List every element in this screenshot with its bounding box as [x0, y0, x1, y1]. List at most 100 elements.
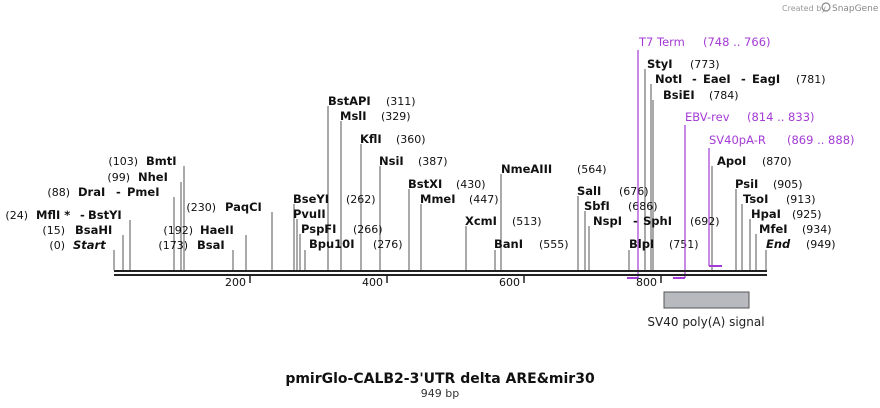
- site-name-eaei: EaeI: [703, 72, 731, 86]
- site-name-pvuii: PvuII: [293, 207, 326, 221]
- site-name-haeii: HaeII: [200, 223, 234, 237]
- site-pos: (751): [669, 238, 699, 251]
- site-pos: (676): [619, 185, 649, 198]
- site-name-bpu10i: Bpu10I: [309, 237, 354, 251]
- site-name-msli: MslI: [340, 109, 367, 123]
- site-name-eagi: EagI: [752, 72, 780, 86]
- site-name-start: Start: [73, 238, 106, 252]
- tick-label: 600: [499, 276, 520, 289]
- site-name-noti: NotI: [655, 72, 682, 86]
- map-title: pmirGlo-CALB2-3'UTR delta ARE&mir30: [285, 371, 595, 387]
- separator: -: [633, 214, 638, 228]
- site-pos: (173): [158, 239, 188, 252]
- site-pos: (192): [163, 224, 193, 237]
- site-labels: (0) Start (15) BsaHI (24) MflI * - BstYI…: [5, 57, 835, 252]
- site-name-end: End: [766, 237, 791, 251]
- site-name-mfli: MflI *: [36, 208, 70, 222]
- site-pos: (773): [690, 58, 720, 71]
- site-name-bstxi: BstXI: [408, 177, 442, 191]
- primer-features: T7 Term (748 .. 766) EBV-rev (814 .. 833…: [627, 35, 855, 279]
- site-leaders: [113, 69, 767, 270]
- site-pos: (311): [386, 95, 416, 108]
- feature-box: [663, 291, 750, 309]
- separator: -: [741, 72, 746, 86]
- site-name-paqci: PaqCI: [225, 200, 262, 214]
- site-pos: (266): [353, 223, 383, 236]
- site-name-bsiei: BsiEI: [663, 88, 695, 102]
- feature-name-sv40pa-r: SV40pA-R: [709, 133, 766, 147]
- site-name-kfli: KflI: [360, 132, 382, 146]
- site-pos: (103): [108, 155, 138, 168]
- site-pos: (276): [373, 238, 403, 251]
- site-pos: (949): [806, 238, 836, 251]
- site-pos: (230): [186, 201, 216, 214]
- site-name-bsahi: BsaHI: [75, 223, 112, 237]
- site-pos: (913): [786, 193, 816, 206]
- sequence-length: 949 bp: [421, 387, 459, 400]
- site-name-sbfi: SbfI: [584, 199, 610, 213]
- site-name-pmei: PmeI: [127, 185, 160, 199]
- site-pos: (555): [539, 238, 569, 251]
- site-pos: (905): [773, 178, 803, 191]
- site-pos: (934): [802, 223, 832, 236]
- feature-range: (869 .. 888): [787, 133, 855, 147]
- site-name-xcmi: XcmI: [465, 214, 497, 228]
- tick-label: 200: [225, 276, 246, 289]
- site-pos: (88): [47, 186, 70, 199]
- site-name-nhei: NheI: [138, 170, 168, 184]
- site-name-tsoi: TsoI: [743, 192, 768, 206]
- site-pos: (564): [577, 163, 607, 176]
- site-name-sphi: SphI: [643, 214, 672, 228]
- site-pos: (513): [512, 215, 542, 228]
- site-name-bseyi: BseYI: [293, 192, 329, 206]
- site-pos: (15): [42, 224, 65, 237]
- site-name-blpi: BlpI: [629, 237, 654, 251]
- feature-name-t7-term: T7 Term: [638, 35, 685, 49]
- brand-text: SnapGene: [832, 4, 879, 14]
- tick-label: 800: [636, 276, 657, 289]
- separator: -: [116, 185, 121, 199]
- site-pos: (99): [107, 171, 130, 184]
- site-name-nmeaiii: NmeAIII: [501, 162, 552, 176]
- site-pos: (262): [346, 193, 376, 206]
- separator: -: [692, 72, 697, 86]
- site-pos: (0): [49, 239, 65, 252]
- site-name-bstyi: BstYI: [88, 208, 122, 222]
- feature-range: (748 .. 766): [703, 35, 771, 49]
- snapgene-logo-icon: [821, 2, 831, 12]
- site-name-mfei: MfeI: [759, 222, 788, 236]
- site-pos: (360): [396, 133, 426, 146]
- site-name-bstapi: BstAPI: [328, 94, 371, 108]
- site-pos: (447): [469, 193, 499, 206]
- feature-box-label: SV40 poly(A) signal: [647, 315, 764, 329]
- site-pos: (692): [690, 215, 720, 228]
- credit-text: Created by: [782, 4, 826, 13]
- feature-sv40-polya: SV40 poly(A) signal: [647, 291, 765, 329]
- site-pos: (925): [792, 208, 822, 221]
- tick-label: 400: [362, 276, 383, 289]
- site-name-bmti: BmtI: [146, 154, 177, 168]
- site-pos: (870): [762, 155, 792, 168]
- credit: Created by SnapGene: [782, 2, 879, 14]
- site-name-psii: PsiI: [735, 177, 758, 191]
- site-pos: (430): [456, 178, 486, 191]
- site-pos: (387): [418, 155, 448, 168]
- site-name-bsai: BsaI: [197, 238, 225, 252]
- site-pos: (686): [628, 200, 658, 213]
- separator: -: [80, 208, 85, 222]
- site-pos: (784): [709, 89, 739, 102]
- site-name-mmei: MmeI: [420, 192, 456, 206]
- sequence-backbone: 200 400 600 800: [114, 270, 767, 289]
- site-pos: (781): [796, 73, 826, 86]
- site-name-nsii: NsiI: [379, 154, 404, 168]
- feature-range: (814 .. 833): [747, 110, 815, 124]
- site-name-styi: StyI: [647, 57, 673, 71]
- site-name-drai: DraI: [78, 185, 105, 199]
- site-name-apoi: ApoI: [717, 154, 746, 168]
- site-name-nspi: NspI: [593, 214, 622, 228]
- site-name-sali: SalI: [577, 184, 601, 198]
- site-pos: (329): [381, 110, 411, 123]
- site-name-pspfi: PspFI: [301, 222, 336, 236]
- site-pos: (24): [5, 209, 28, 222]
